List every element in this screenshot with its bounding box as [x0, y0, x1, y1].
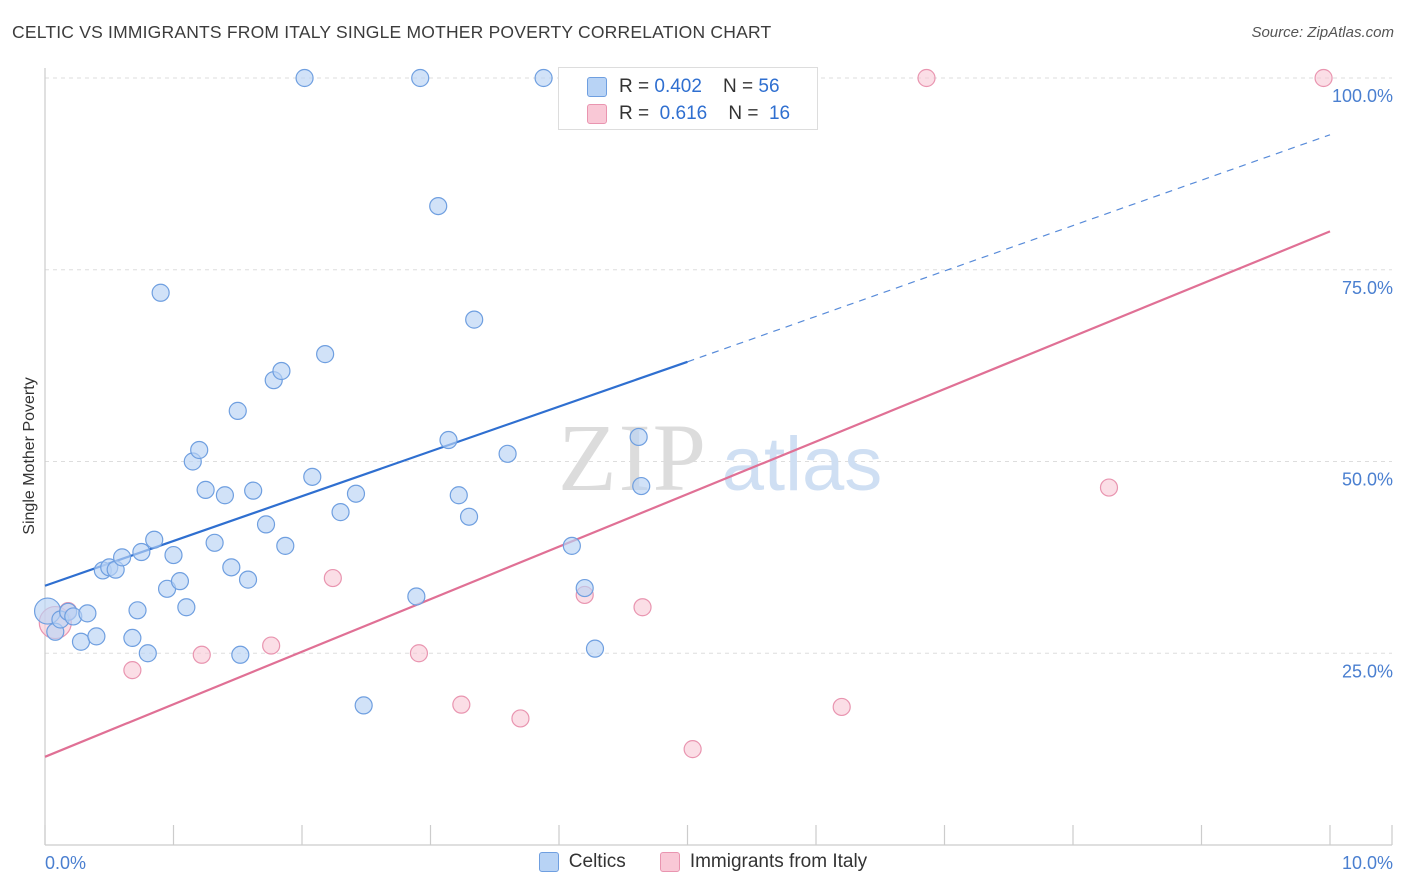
n-value: 16: [768, 103, 791, 124]
celtics-point: [231, 645, 250, 664]
celtics-point: [170, 572, 190, 591]
celtics-legend-swatch: [538, 852, 559, 872]
celtics-point: [151, 283, 170, 302]
bottom-legend: Celtics Immigrants from Italy: [0, 851, 1406, 873]
celtics-point: [465, 310, 484, 329]
celtics-point: [87, 627, 106, 646]
celtics-point: [145, 530, 164, 549]
celtics-point: [629, 427, 648, 447]
watermark: ZIP atlas: [558, 404, 882, 511]
celtics-point: [276, 536, 295, 555]
celtics-point: [575, 578, 594, 598]
celtics-point: [354, 696, 373, 715]
italy-point: [452, 695, 471, 714]
italy-swatch: [587, 104, 607, 124]
celtics-point: [632, 476, 651, 496]
celtics-point: [205, 533, 224, 552]
celtics-point: [238, 570, 258, 589]
celtics-point: [459, 507, 479, 526]
tick-labels: 25.0% 50.0% 75.0% 100.0% 0.0% 10.0%: [45, 86, 1393, 873]
stats-legend: R = 0.402 N = 56 R = 0.616 N = 16: [558, 67, 818, 130]
celtics-point: [411, 68, 430, 88]
celtics-point: [222, 558, 241, 577]
n-value: 56: [758, 76, 780, 97]
data-points: [33, 68, 1333, 759]
celtics-trend-extension: [687, 134, 1331, 363]
y-axis-label: Single Mother Poverty: [21, 377, 38, 534]
celtics-point: [123, 628, 142, 648]
celtics-point: [331, 503, 350, 522]
y-tick-label: 100.0%: [1332, 86, 1393, 106]
celtics-point: [256, 515, 276, 534]
y-tick-label: 50.0%: [1342, 470, 1393, 490]
celtics-point: [439, 430, 458, 450]
italy-legend-swatch: [659, 852, 680, 872]
italy-point: [123, 661, 142, 680]
r-label: R =: [619, 103, 655, 124]
italy-point: [323, 568, 342, 588]
celtics-point: [429, 196, 448, 216]
italy-point: [633, 598, 652, 617]
celtics-point: [346, 484, 366, 503]
y-tick-label: 25.0%: [1342, 661, 1393, 681]
celtics-point: [272, 361, 291, 381]
celtics-point: [295, 68, 314, 88]
celtics-point: [196, 480, 215, 499]
celtics-point: [303, 467, 322, 486]
legend-item-celtics[interactable]: Celtics: [538, 851, 626, 873]
celtics-point: [71, 632, 91, 651]
legend-item-italy[interactable]: Immigrants from Italy: [659, 851, 868, 873]
n-label: N =: [728, 103, 764, 124]
celtics-point: [585, 639, 605, 658]
celtics-point: [164, 545, 183, 565]
celtics-point: [449, 486, 468, 505]
x-tick-label: 10.0%: [1342, 853, 1393, 873]
celtics-point: [316, 345, 335, 364]
celtics-point: [190, 440, 209, 460]
chart-title: CELTIC VS IMMIGRANTS FROM ITALY SINGLE M…: [12, 22, 772, 42]
italy-point: [832, 697, 851, 717]
italy-point: [409, 644, 429, 663]
celtics-point: [215, 486, 234, 505]
celtics-point: [132, 542, 151, 562]
celtics-point: [407, 587, 426, 606]
italy-point: [683, 740, 702, 759]
celtics-point: [228, 401, 247, 420]
celtics-point: [138, 644, 157, 663]
celtics-point: [78, 604, 97, 623]
legend-label-italy: Immigrants from Italy: [689, 851, 868, 872]
gridlines: [45, 77, 1392, 654]
celtics-point: [244, 481, 263, 500]
r-label: R =: [619, 76, 655, 97]
celtics-point: [128, 601, 147, 620]
watermark-atlas: atlas: [722, 422, 883, 507]
celtics-point: [112, 548, 132, 567]
celtics-point: [177, 598, 196, 617]
italy-point: [917, 68, 936, 88]
celtics-point: [534, 68, 553, 88]
italy-point: [1099, 478, 1119, 497]
celtics-point: [562, 536, 581, 555]
r-value: 0.402: [654, 76, 702, 97]
celtics-point: [498, 444, 517, 463]
italy-point: [192, 645, 211, 664]
x-tick-label: 0.0%: [45, 853, 86, 873]
r-value: 0.616: [659, 103, 708, 124]
italy-point: [1314, 68, 1333, 88]
watermark-zip: ZIP: [558, 404, 708, 511]
y-tick-label: 75.0%: [1342, 278, 1393, 298]
axes: [44, 68, 1393, 846]
celtics-swatch: [587, 77, 607, 97]
n-label: N =: [723, 76, 759, 97]
legend-label-celtics: Celtics: [568, 851, 626, 872]
source-credit: Source: ZipAtlas.com: [1251, 24, 1394, 41]
italy-trend-line: [44, 230, 1331, 758]
italy-point: [511, 709, 530, 728]
italy-point: [262, 636, 281, 655]
